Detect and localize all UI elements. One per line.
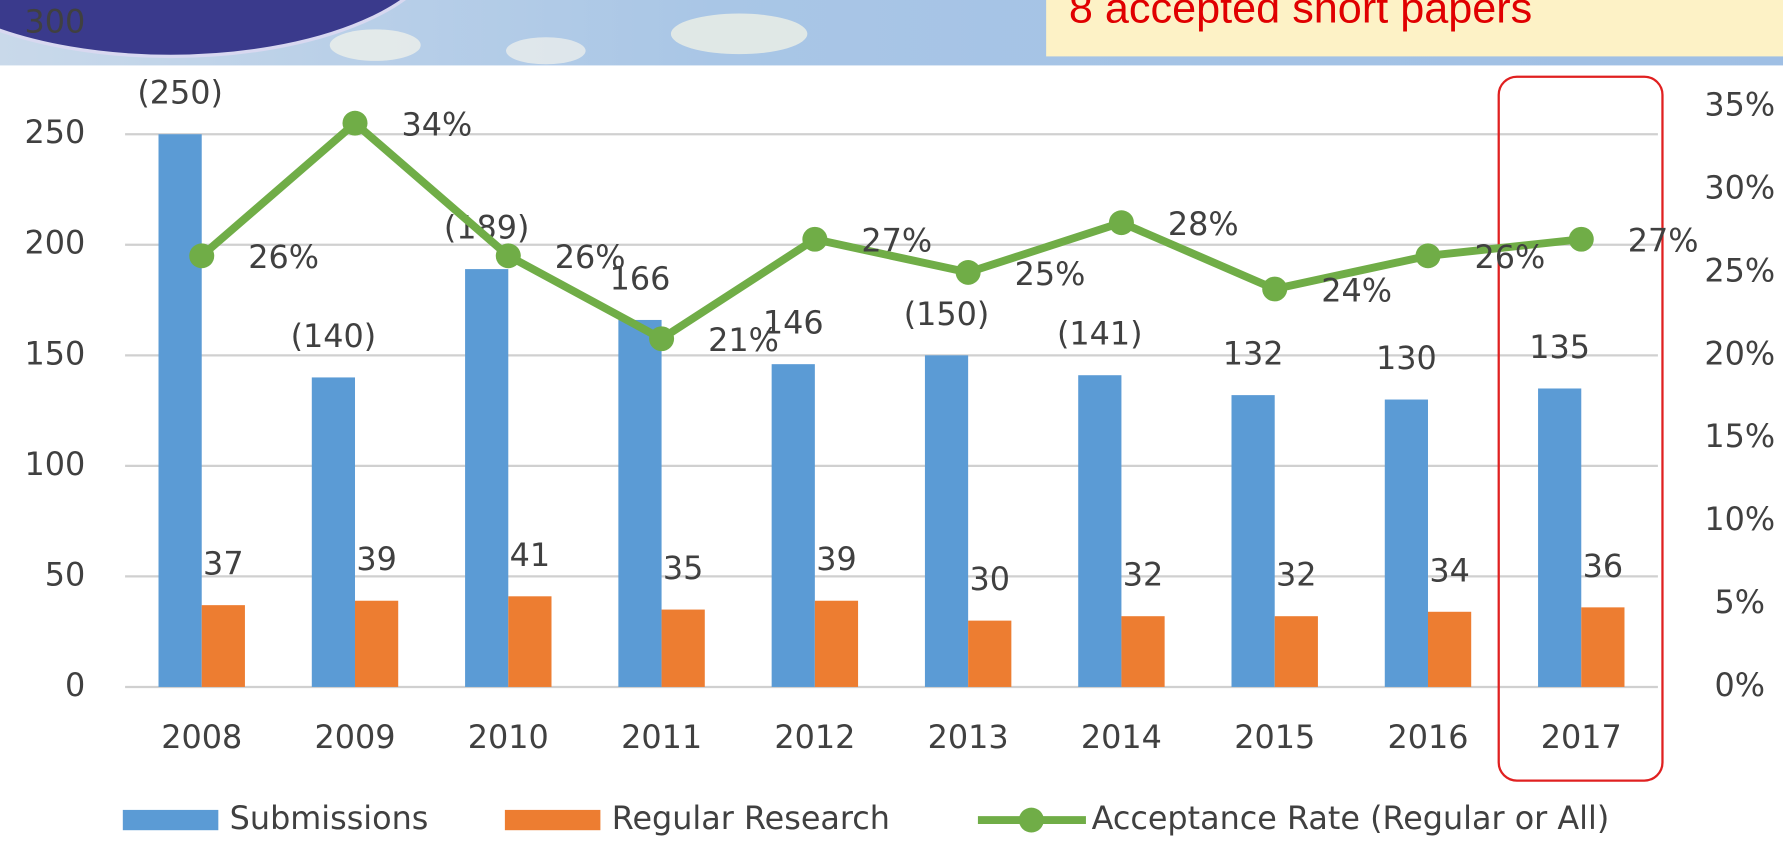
y2-tick-label: 25% bbox=[1704, 253, 1775, 289]
y-tick-label: 50 bbox=[45, 557, 86, 593]
x-tick-label: 2015 bbox=[1234, 720, 1315, 756]
data-label: 135 bbox=[1529, 330, 1590, 366]
data-label: 26% bbox=[555, 240, 626, 276]
y2-tick-label: 35% bbox=[1704, 88, 1775, 124]
line-point bbox=[956, 260, 981, 285]
line-point bbox=[649, 326, 674, 351]
data-label: 34 bbox=[1429, 553, 1470, 589]
x-tick-label: 2012 bbox=[774, 720, 855, 756]
bar bbox=[1385, 400, 1428, 687]
data-label: 28% bbox=[1168, 207, 1239, 243]
data-label: 35 bbox=[663, 551, 704, 587]
legend-label: Submissions bbox=[230, 801, 429, 837]
y2-tick-label: 30% bbox=[1704, 171, 1775, 207]
bar bbox=[662, 610, 705, 687]
y2-tick-label: 5% bbox=[1715, 585, 1765, 621]
y-tick-label: 250 bbox=[25, 115, 86, 151]
line-point bbox=[189, 243, 214, 268]
y-tick-label: 100 bbox=[25, 447, 86, 483]
legend-label: Regular Research bbox=[612, 801, 890, 837]
blossom bbox=[330, 29, 421, 61]
bar bbox=[1581, 607, 1624, 687]
line-point bbox=[342, 111, 367, 136]
data-label: 30 bbox=[969, 562, 1010, 598]
x-tick-label: 2010 bbox=[468, 720, 549, 756]
y2-tick-label: 20% bbox=[1704, 336, 1775, 372]
x-tick-label: 2008 bbox=[161, 720, 242, 756]
bar bbox=[772, 364, 815, 687]
line-point bbox=[1109, 210, 1134, 235]
bar bbox=[202, 605, 245, 687]
x-tick-label: 2017 bbox=[1541, 720, 1622, 756]
data-label: 36 bbox=[1583, 549, 1624, 585]
data-label: (250) bbox=[137, 76, 223, 112]
x-tick-label: 2016 bbox=[1387, 720, 1468, 756]
data-label: (140) bbox=[291, 319, 377, 355]
data-label: 39 bbox=[816, 542, 857, 578]
data-label: 32 bbox=[1276, 558, 1317, 594]
data-label: 27% bbox=[1628, 224, 1699, 260]
data-label: (141) bbox=[1057, 317, 1143, 353]
x-tick-label: 2009 bbox=[315, 720, 396, 756]
data-label: 27% bbox=[861, 224, 932, 260]
blossom bbox=[671, 14, 807, 55]
line-point bbox=[496, 243, 521, 268]
bar bbox=[1428, 612, 1471, 687]
bar bbox=[1275, 616, 1318, 687]
legend-swatch bbox=[505, 810, 601, 830]
data-label: 41 bbox=[510, 538, 551, 574]
bar bbox=[618, 320, 661, 687]
bar bbox=[1538, 388, 1581, 686]
blossom bbox=[506, 37, 586, 64]
y2-tick-label: 0% bbox=[1715, 668, 1765, 704]
line-point bbox=[1262, 277, 1287, 302]
bar bbox=[508, 596, 551, 687]
bar bbox=[1121, 616, 1164, 687]
legend-swatch bbox=[123, 810, 219, 830]
legend-marker bbox=[1019, 808, 1044, 833]
y2-tick-label: 15% bbox=[1704, 419, 1775, 455]
legend-label: Acceptance Rate (Regular or All) bbox=[1092, 801, 1610, 837]
line-point bbox=[1415, 243, 1440, 268]
y-tick-label: 150 bbox=[25, 336, 86, 372]
data-label: 37 bbox=[203, 547, 244, 583]
data-label: (150) bbox=[904, 297, 990, 333]
bar bbox=[1078, 375, 1121, 687]
x-tick-label: 2013 bbox=[928, 720, 1009, 756]
chart: 8 accepted short papers 0 50 100 150 200 250 3… bbox=[0, 0, 1783, 846]
data-label: 25% bbox=[1015, 257, 1086, 293]
y-tick-label: 0 bbox=[65, 668, 85, 704]
x-tick-label: 2011 bbox=[621, 720, 702, 756]
data-label: 132 bbox=[1223, 337, 1284, 373]
bar bbox=[465, 269, 508, 687]
data-label: 26% bbox=[1474, 240, 1545, 276]
x-tick-label: 2014 bbox=[1081, 720, 1162, 756]
bar bbox=[968, 621, 1011, 687]
bar bbox=[159, 134, 202, 687]
data-label: 32 bbox=[1123, 558, 1164, 594]
data-label: 39 bbox=[356, 542, 397, 578]
photo-strip: 8 accepted short papers bbox=[0, 0, 1783, 65]
bar bbox=[312, 377, 355, 687]
data-label: 130 bbox=[1376, 341, 1437, 377]
bar bbox=[815, 601, 858, 687]
y-tick-label: 200 bbox=[25, 226, 86, 262]
data-label: 26% bbox=[248, 240, 319, 276]
page: {"chart_data": {"type": "bar-line", "ann… bbox=[0, 0, 1783, 846]
bar bbox=[925, 355, 968, 687]
y2-tick-label: 10% bbox=[1704, 502, 1775, 538]
data-label: 21% bbox=[708, 323, 779, 359]
annotation: 8 accepted short papers bbox=[1069, 0, 1532, 33]
y-tick-label: 300 bbox=[25, 5, 86, 41]
bar bbox=[1231, 395, 1274, 687]
bar bbox=[355, 601, 398, 687]
line-point bbox=[1569, 227, 1594, 252]
line-point bbox=[802, 227, 827, 252]
data-label: 34% bbox=[402, 108, 473, 144]
data-label: 24% bbox=[1321, 273, 1392, 309]
